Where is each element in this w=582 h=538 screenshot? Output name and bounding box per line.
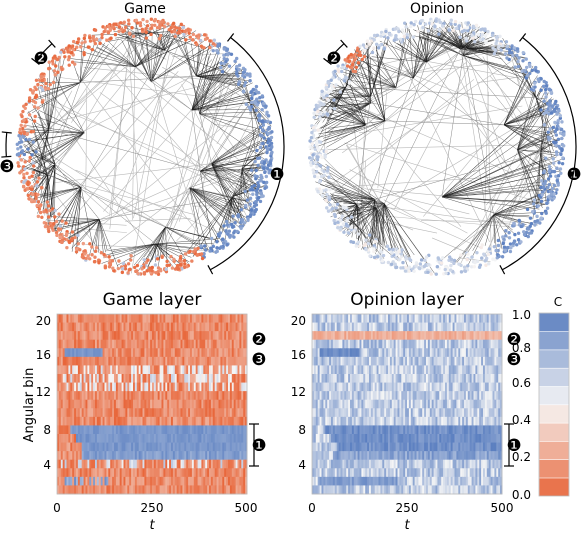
x-axis-label: t bbox=[404, 518, 410, 533]
marker-3: ❸ bbox=[251, 350, 266, 370]
bracket-1 bbox=[504, 423, 514, 467]
colorbar-tick: 1.0 bbox=[512, 308, 531, 322]
colorbar-tick: 0.0 bbox=[512, 488, 531, 502]
marker-2-game-network: ❷ bbox=[33, 49, 48, 69]
colorbar-label: C bbox=[554, 295, 562, 309]
colorbar: C 0.0 0.2 0.4 0.6 0.8 1.0 bbox=[512, 295, 570, 502]
marker-1: ❶ bbox=[566, 165, 581, 185]
x-axis-label: t bbox=[149, 518, 155, 533]
network-graph-opinion bbox=[307, 17, 566, 276]
x-tick: 0 bbox=[308, 501, 316, 515]
x-tick: 500 bbox=[235, 501, 258, 515]
y-tick: 8 bbox=[298, 423, 306, 437]
x-tick: 0 bbox=[53, 501, 61, 515]
y-tick: 8 bbox=[43, 423, 51, 437]
colorbar-tick: 0.6 bbox=[512, 376, 531, 390]
x-tick: 250 bbox=[396, 501, 419, 515]
y-tick: 16 bbox=[36, 348, 51, 362]
y-tick: 12 bbox=[291, 385, 306, 399]
network-panel-opinion: Opinion ❷ ❶ bbox=[307, 1, 582, 276]
marker-2: ❷ bbox=[251, 330, 266, 350]
range-bracket bbox=[499, 33, 577, 275]
y-axis-label: Angular bin bbox=[22, 368, 37, 443]
colorbar-tick: 0.8 bbox=[512, 341, 531, 355]
range-bracket bbox=[207, 33, 285, 275]
heatmap-title-opinion: Opinion layer bbox=[350, 290, 464, 310]
marker-1: ❶ bbox=[506, 436, 521, 456]
heatmap-cells-game bbox=[56, 313, 248, 495]
marker-1: ❶ bbox=[269, 165, 284, 185]
heatmap-panel-game: Game layer Angular bin 4 8 12 16 20 0 25… bbox=[22, 290, 267, 533]
network-title-game: Game bbox=[124, 1, 166, 17]
y-tick: 16 bbox=[291, 348, 306, 362]
marker-3-game-network: ❸ bbox=[0, 157, 15, 177]
network-title-opinion: Opinion bbox=[410, 1, 464, 17]
heatmap-panel-opinion: Opinion layer 4 8 12 16 20 0 250 500 t ❷… bbox=[291, 290, 522, 533]
colorbar-swatches bbox=[538, 312, 570, 497]
y-tick: 4 bbox=[43, 458, 51, 472]
bracket-1 bbox=[249, 423, 259, 467]
marker-2: ❷ bbox=[33, 49, 48, 69]
marker-3: ❸ bbox=[506, 350, 521, 370]
marker-2: ❷ bbox=[506, 330, 521, 350]
marker-3: ❸ bbox=[0, 157, 15, 177]
heatmap-cells-opinion bbox=[311, 313, 503, 495]
range-bracket bbox=[323, 39, 348, 65]
network-panel-game: Game ❷ ❸ ❶ bbox=[0, 1, 285, 276]
colorbar-tick: 0.4 bbox=[512, 413, 531, 427]
network-graph-game bbox=[15, 17, 274, 276]
y-tick: 12 bbox=[36, 385, 51, 399]
heatmap-title-game: Game layer bbox=[103, 290, 202, 310]
x-tick: 500 bbox=[491, 501, 514, 515]
y-tick: 4 bbox=[298, 458, 306, 472]
range-bracket bbox=[31, 39, 56, 65]
x-tick: 250 bbox=[141, 501, 164, 515]
y-tick: 20 bbox=[291, 314, 306, 328]
colorbar-tick: 0.2 bbox=[512, 450, 531, 464]
marker-1-game-network: ❶ bbox=[269, 165, 284, 185]
y-tick: 20 bbox=[36, 314, 51, 328]
marker-1: ❶ bbox=[251, 436, 266, 456]
range-bracket bbox=[1, 131, 12, 158]
